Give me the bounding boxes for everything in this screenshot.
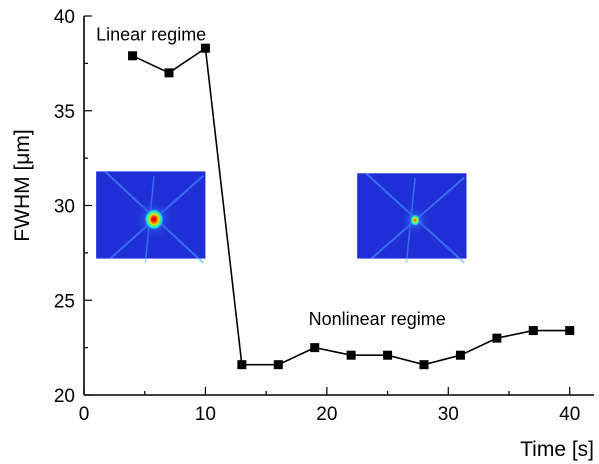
data-point xyxy=(455,350,465,360)
beam-spot xyxy=(144,208,165,231)
y-tick-label: 35 xyxy=(54,102,75,123)
data-point xyxy=(346,350,356,360)
data-point xyxy=(164,68,174,78)
linear-beam-image xyxy=(96,170,206,264)
y-tick-label: 30 xyxy=(54,197,75,218)
y-tick-label: 25 xyxy=(54,291,75,312)
x-axis-title: Time [s] xyxy=(520,438,594,461)
axes xyxy=(83,15,594,396)
chart-text: 0 10 20 30 40 20 25 30 35 40 Time [s] FWHM [μm] Line… xyxy=(11,7,594,461)
data-point xyxy=(273,360,283,370)
beam-spot xyxy=(410,214,421,227)
data-point xyxy=(419,360,429,370)
data-point xyxy=(565,326,575,336)
data-point xyxy=(200,43,210,53)
data-point xyxy=(237,360,247,370)
data-series xyxy=(128,43,575,370)
x-tick-label: 0 xyxy=(79,404,90,425)
data-point xyxy=(128,51,138,61)
annotation-label: Nonlinear regime xyxy=(309,309,446,329)
x-tick-label: 40 xyxy=(559,404,580,425)
nonlinear-beam-image xyxy=(357,172,467,264)
data-point xyxy=(528,326,538,336)
data-point xyxy=(310,343,320,353)
x-tick-label: 10 xyxy=(195,404,216,425)
data-point xyxy=(492,333,502,343)
x-tick-label: 20 xyxy=(316,404,337,425)
y-tick-label: 40 xyxy=(54,7,75,28)
insets xyxy=(96,170,467,264)
data-point xyxy=(383,350,393,360)
x-tick-label: 30 xyxy=(438,404,459,425)
annotation-label: Linear regime xyxy=(96,25,206,45)
y-tick-label: 20 xyxy=(54,386,75,407)
y-axis-title: FWHM [μm] xyxy=(11,129,34,241)
